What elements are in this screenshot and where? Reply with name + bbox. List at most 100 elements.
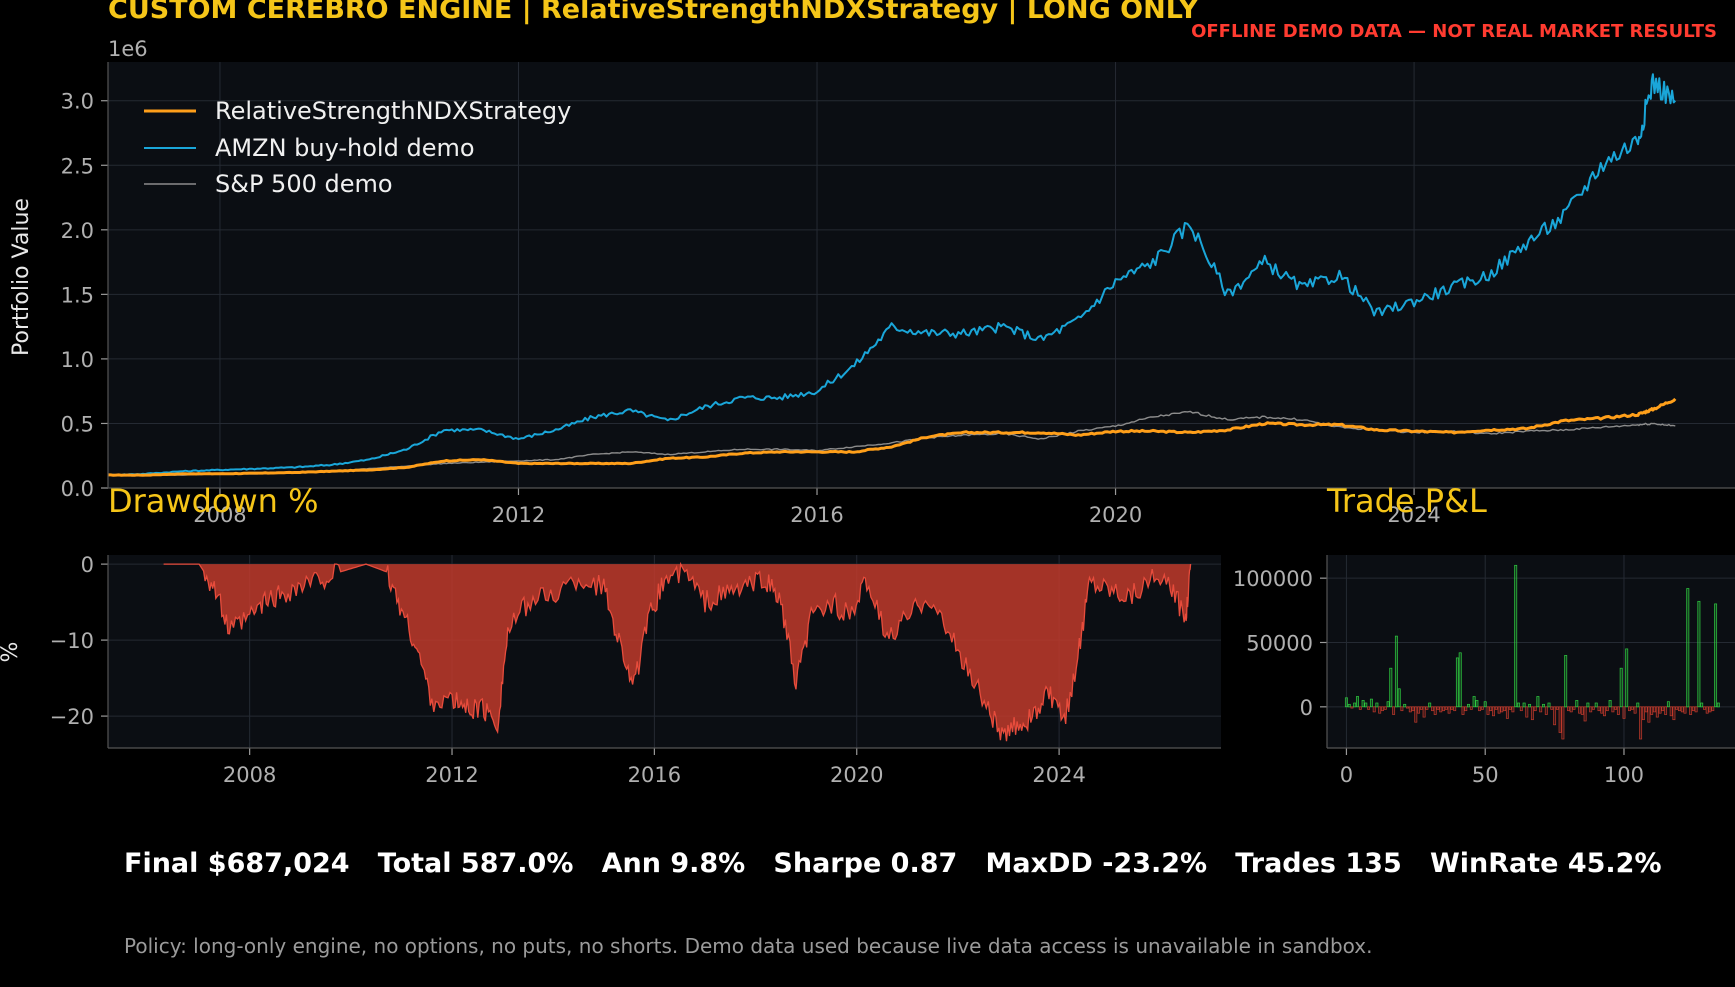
trade-pnl-bar — [1353, 702, 1357, 708]
portfolio-x-tick-label: 2008 — [193, 503, 246, 527]
legend: RelativeStrengthNDXStrategy AMZN buy-hold… — [144, 97, 571, 198]
trade-pnl-bar — [1444, 706, 1448, 710]
trade-pnl-bar — [1472, 696, 1476, 708]
trade-pnl-bar — [1578, 706, 1582, 714]
trade-pnl-bar — [1514, 564, 1518, 708]
trade-pnl-title: Trade P&L — [1326, 482, 1487, 520]
trade-pnl-bar — [1455, 657, 1459, 708]
trade-pnl-bar — [1583, 706, 1587, 722]
trade-pnl-bar — [1442, 706, 1446, 712]
trade-pnl-bar — [1686, 588, 1690, 708]
stat-maxdd: MaxDD -23.2% — [985, 848, 1208, 879]
trade-pnl-bar — [1639, 706, 1643, 740]
trade-pnl-bar — [1666, 701, 1670, 708]
drawdown-y-tick-label: −10 — [50, 629, 94, 653]
trade-pnl-bar — [1447, 706, 1451, 714]
trade-pnl-x-tick-label: 0 — [1340, 763, 1353, 787]
amzn-line — [107, 73, 1677, 477]
trade-pnl-bar — [1494, 706, 1498, 710]
trade-pnl-bar — [1536, 696, 1540, 708]
trade-pnl-bar — [1478, 706, 1482, 712]
trade-pnl-bar — [1641, 706, 1645, 721]
trade-pnl-bar — [1716, 702, 1720, 708]
trade-pnl-bar — [1589, 706, 1593, 713]
trade-pnl-bar — [1431, 706, 1434, 712]
trade-pnl-bar — [1594, 702, 1598, 708]
trade-pnl-bar — [1386, 701, 1390, 708]
summary-stats: Final $687,024 Total 587.0% Ann 9.8% Sha… — [124, 848, 1662, 879]
trade-pnl-bar — [1356, 696, 1359, 708]
trade-pnl-bar — [1703, 706, 1706, 710]
trade-pnl-bar — [1675, 706, 1679, 710]
trade-pnl-bar — [1567, 706, 1570, 712]
trade-pnl-bar — [1483, 701, 1487, 708]
portfolio-y-tick-label: 2.0 — [61, 219, 94, 243]
drawdown-x-tick-label: 2016 — [628, 763, 681, 787]
trade-pnl-bar — [1358, 706, 1362, 710]
stat-total: Total 587.0% — [377, 848, 574, 879]
trade-pnl-bar — [1603, 706, 1606, 717]
drawdown-panel: 2008 2012 2016 2020 2024 0 −10 −20 Drawdown % % — [0, 482, 1221, 787]
portfolio-y-tick-label: 0.5 — [61, 412, 94, 436]
trade-pnl-bar — [1428, 702, 1432, 708]
trade-pnl-bar — [1630, 706, 1634, 710]
trade-pnl-bar — [1569, 706, 1573, 713]
portfolio-x-tick-label: 2020 — [1089, 503, 1142, 527]
trade-pnl-bar — [1458, 652, 1462, 708]
portfolio-y-tick-label: 0.0 — [61, 477, 94, 501]
trade-pnl-bar — [1697, 600, 1701, 708]
trade-pnl-bar — [1605, 706, 1609, 712]
y-axis-label: Portfolio Value — [9, 198, 34, 356]
drawdown-x-tick-label: 2008 — [223, 763, 276, 787]
trade-pnl-bar — [1383, 706, 1387, 710]
drawdown-y-tick-label: −20 — [50, 705, 94, 729]
trade-pnl-bar — [1436, 706, 1440, 710]
trade-pnl-bar — [1414, 706, 1418, 723]
trade-pnl-bar — [1364, 702, 1368, 708]
trade-pnl-bar — [1711, 706, 1715, 712]
trade-pnl-bar — [1564, 655, 1568, 708]
trade-pnl-bar — [1544, 706, 1548, 715]
drawdown-y-tick-label: 0 — [81, 553, 94, 577]
trade-pnl-bar — [1378, 706, 1382, 714]
portfolio-y-tick-label: 1.0 — [61, 348, 94, 372]
trade-pnl-bar — [1450, 706, 1454, 710]
portfolio-x-tick-label: 2016 — [790, 503, 843, 527]
trade-pnl-bar — [1486, 706, 1490, 715]
trade-pnl-bar — [1591, 706, 1595, 710]
drawdown-area — [163, 564, 1191, 742]
trade-pnl-bar — [1480, 706, 1484, 710]
trade-pnl-bar — [1658, 706, 1662, 714]
trade-pnl-bar — [1511, 706, 1515, 713]
legend-label: S&P 500 demo — [215, 170, 393, 198]
trade-pnl-bar — [1522, 702, 1526, 708]
trade-pnl-bar — [1547, 702, 1551, 708]
trade-pnl-bar — [1433, 706, 1437, 715]
trade-pnl-bar — [1586, 702, 1590, 708]
stat-final: Final $687,024 — [124, 848, 350, 879]
trade-pnl-bar — [1647, 706, 1651, 723]
trade-pnl-bar — [1708, 706, 1712, 713]
trade-pnl-bar — [1608, 700, 1612, 708]
trade-pnl-bar — [1575, 700, 1579, 708]
trade-pnl-bar — [1636, 702, 1640, 708]
trade-pnl-bar — [1403, 703, 1407, 708]
trade-pnl-bar — [1350, 706, 1354, 709]
trade-pnl-bar — [1619, 667, 1623, 708]
trade-pnl-bar — [1714, 603, 1718, 708]
trade-pnl-bar — [1611, 706, 1615, 713]
trade-pnl-bar — [1550, 706, 1554, 710]
trade-pnl-bar — [1508, 706, 1512, 710]
trade-pnl-bar — [1519, 706, 1523, 712]
trade-pnl-bar — [1705, 706, 1709, 714]
trade-pnl-bar — [1694, 706, 1698, 713]
policy-note: Policy: long-only engine, no options, no… — [124, 934, 1373, 958]
portfolio-y-tick-label: 1.5 — [61, 283, 94, 307]
y-scale-label: 1e6 — [108, 37, 148, 61]
portfolio-plot-area — [108, 62, 1735, 488]
trade-pnl-y-tick-label: 100000 — [1233, 567, 1313, 591]
trade-pnl-bar — [1628, 706, 1631, 712]
trade-pnl-bar — [1422, 706, 1426, 718]
trade-pnl-bar — [1597, 706, 1601, 712]
